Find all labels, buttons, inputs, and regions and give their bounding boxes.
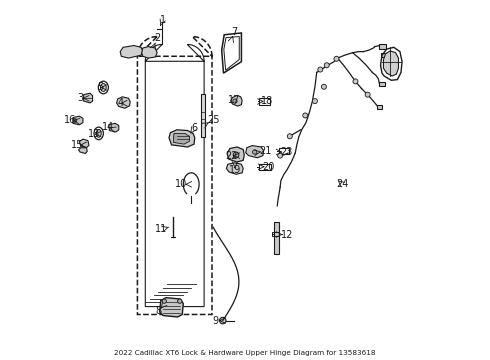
Text: 13: 13 bbox=[88, 129, 100, 139]
Bar bbox=[259, 163, 271, 170]
Text: 21: 21 bbox=[259, 146, 271, 156]
Bar bbox=[377, 105, 382, 109]
Bar bbox=[274, 222, 279, 253]
Circle shape bbox=[278, 153, 283, 158]
Circle shape bbox=[233, 152, 239, 158]
Text: 17: 17 bbox=[228, 95, 241, 105]
Circle shape bbox=[303, 113, 308, 118]
Polygon shape bbox=[383, 51, 398, 76]
Polygon shape bbox=[173, 134, 190, 144]
Circle shape bbox=[162, 299, 167, 303]
Polygon shape bbox=[79, 139, 89, 148]
Polygon shape bbox=[120, 45, 143, 58]
Circle shape bbox=[73, 119, 77, 122]
Text: 4: 4 bbox=[117, 98, 123, 108]
Polygon shape bbox=[109, 123, 119, 132]
Circle shape bbox=[321, 84, 326, 89]
Text: 14: 14 bbox=[102, 122, 114, 132]
Text: 25: 25 bbox=[207, 115, 220, 125]
Text: 24: 24 bbox=[336, 179, 349, 189]
Text: 6: 6 bbox=[191, 123, 197, 133]
Polygon shape bbox=[227, 147, 245, 162]
Polygon shape bbox=[73, 116, 83, 125]
Bar bbox=[272, 232, 279, 235]
Text: 11: 11 bbox=[155, 225, 167, 234]
Polygon shape bbox=[160, 298, 183, 317]
Polygon shape bbox=[142, 46, 157, 58]
Polygon shape bbox=[78, 148, 87, 153]
Text: 2022 Cadillac XT6 Lock & Hardware Upper Hinge Diagram for 13583618: 2022 Cadillac XT6 Lock & Hardware Upper … bbox=[114, 350, 376, 356]
Circle shape bbox=[233, 99, 237, 103]
Text: 18: 18 bbox=[261, 96, 273, 107]
Circle shape bbox=[318, 67, 323, 72]
Circle shape bbox=[220, 318, 226, 324]
Text: 12: 12 bbox=[281, 230, 294, 239]
Ellipse shape bbox=[100, 84, 106, 91]
Text: 8: 8 bbox=[156, 306, 162, 316]
Polygon shape bbox=[117, 97, 130, 108]
Bar bbox=[201, 94, 205, 137]
Text: 23: 23 bbox=[280, 147, 293, 157]
Text: 5: 5 bbox=[97, 82, 103, 93]
Bar bbox=[259, 98, 270, 105]
Text: 16: 16 bbox=[64, 115, 76, 125]
Text: 15: 15 bbox=[71, 140, 83, 150]
Bar bbox=[379, 82, 385, 86]
Polygon shape bbox=[226, 163, 243, 174]
Circle shape bbox=[334, 56, 339, 61]
Polygon shape bbox=[84, 93, 93, 103]
Text: 9: 9 bbox=[213, 316, 219, 325]
Ellipse shape bbox=[96, 130, 101, 137]
Text: 3: 3 bbox=[78, 93, 84, 103]
Bar bbox=[381, 53, 386, 57]
Text: 20: 20 bbox=[263, 162, 275, 172]
Bar bbox=[279, 148, 289, 154]
Bar bbox=[379, 44, 386, 49]
Polygon shape bbox=[245, 145, 264, 158]
Text: 7: 7 bbox=[231, 27, 237, 37]
Text: 2: 2 bbox=[154, 33, 160, 43]
Polygon shape bbox=[231, 95, 242, 106]
Circle shape bbox=[177, 299, 182, 303]
Circle shape bbox=[353, 79, 358, 84]
Circle shape bbox=[324, 63, 329, 68]
Text: 22: 22 bbox=[225, 150, 238, 161]
Polygon shape bbox=[169, 130, 195, 147]
Circle shape bbox=[252, 150, 257, 154]
Circle shape bbox=[287, 134, 293, 139]
Text: 1: 1 bbox=[159, 15, 166, 26]
Text: 10: 10 bbox=[175, 179, 187, 189]
Circle shape bbox=[365, 92, 370, 97]
Circle shape bbox=[313, 99, 318, 104]
Text: 19: 19 bbox=[229, 165, 241, 175]
